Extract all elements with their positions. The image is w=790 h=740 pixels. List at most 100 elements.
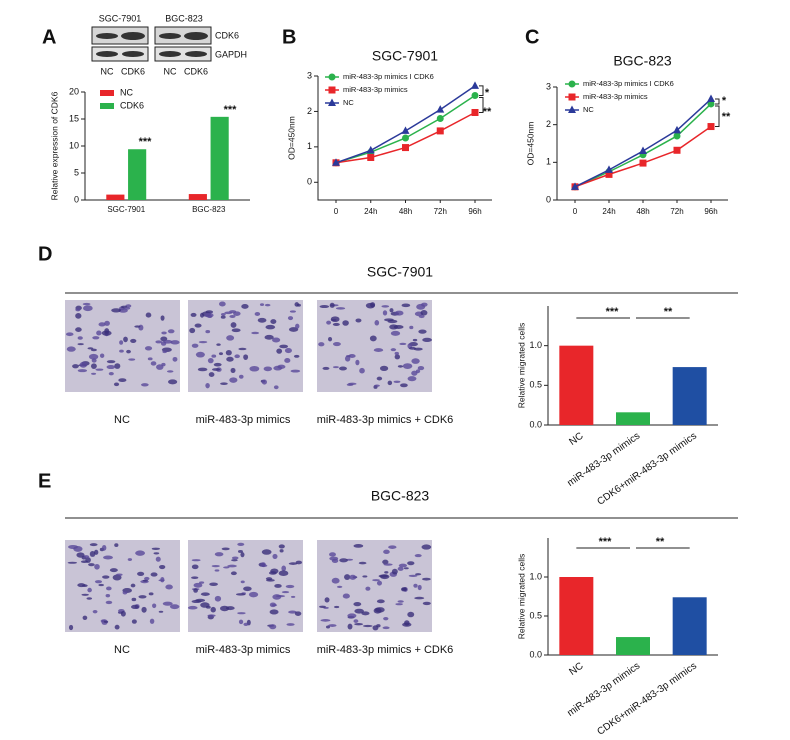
cell-stain [380,574,390,580]
cell-stain [134,325,141,328]
micrograph [188,540,303,632]
cell-stain [330,316,340,323]
blot-box [154,46,212,62]
cell-stain [344,574,351,580]
cell-stain [190,312,197,317]
legend-label: miR-483-3p mimics [343,85,408,94]
legend-label: miR-483-3p mimics I CDK6 [583,79,674,88]
cell-stain [381,305,390,308]
cell-stain [387,380,393,386]
cell-stain [153,552,160,555]
blot-lane: CDK6 [184,66,208,76]
cell-stain [237,612,246,615]
cell-stain [77,369,88,373]
bar [672,367,707,425]
cell-stain [234,354,240,359]
blot-bands [96,32,208,57]
cell-stain [339,558,348,563]
x-tick-label: 96h [704,207,717,216]
cell-stain [347,623,353,630]
axis [317,76,492,201]
cell-stain [240,580,245,584]
cell-stain [417,584,422,591]
cell-stain [131,619,137,624]
image-caption: miR-483-3p mimics + CDK6 [317,644,454,656]
cell-stain [279,344,289,349]
cell-stain [161,331,167,335]
cell-stain [400,383,408,388]
cell-stain [344,355,351,362]
blot-lane: CDK6 [121,66,145,76]
y-tick-label: 5 [74,167,79,177]
y-axis-label: Relative migrated cells [516,323,526,409]
cell-stain [362,575,368,578]
cell-stain [144,576,150,581]
cell-stain [284,348,292,354]
cell-stain [401,303,411,308]
bar [559,577,594,655]
cell-stain [75,313,82,319]
cell-stain [272,337,281,343]
significance: ** [722,111,731,123]
cell-stain [290,369,301,373]
cell-stain [395,603,403,606]
cell-stain [373,348,384,352]
marker [471,91,479,99]
cell-stain [197,367,208,372]
cell-stain [376,624,381,628]
cell-stain [90,348,97,352]
cell-stain [383,616,389,621]
chart-title: BGC-823 [613,53,672,69]
cell-stain [276,348,283,354]
cell-stain [278,544,285,549]
cell-stain [286,623,295,626]
cell-stain [193,582,203,588]
cell-stain [382,626,390,630]
marker [328,98,336,106]
cell-stain [150,361,157,366]
cell-stain [126,349,131,354]
cell-stain [384,571,389,574]
y-tick-label: 0.5 [529,610,542,620]
cell-stain [230,571,237,576]
cell-stain [408,574,418,577]
cell-stain [207,358,214,364]
cell-stain [81,593,89,596]
marker [639,159,647,167]
cell-stain [348,354,356,359]
significance: *** [599,536,613,548]
cell-stain [402,622,412,627]
cell-stain [251,331,260,335]
y-axis-label: Relative migrated cells [516,554,526,640]
cell-stain [346,383,354,387]
cell-stain [75,327,82,332]
cell-stain [160,336,168,342]
cell-stain [130,583,136,588]
cell-stain [264,334,274,340]
y-tick-label: 1 [307,141,312,151]
marker [471,81,479,89]
cell-stain [86,597,93,600]
cell-stain [116,573,123,576]
cell-stain [274,583,282,588]
cell-stain [243,586,252,592]
cell-stain [379,365,389,372]
cell-stain [391,568,398,575]
cell-stain [87,347,94,350]
cell-stain [103,555,113,560]
cell-stain [162,350,167,354]
cell-stain [287,316,294,321]
cell-stain [194,323,202,328]
cell-stain [422,601,431,606]
cell-stain [122,590,128,595]
marker [328,86,336,94]
marker [707,123,715,131]
cell-stain [289,310,296,313]
cell-stain [397,566,404,571]
blot-box [91,46,149,62]
cell-stain [257,317,267,323]
marker [605,170,613,178]
cell-stain [338,366,347,371]
cell-stain [374,384,380,387]
image-caption: miR-483-3p mimics [196,644,291,656]
